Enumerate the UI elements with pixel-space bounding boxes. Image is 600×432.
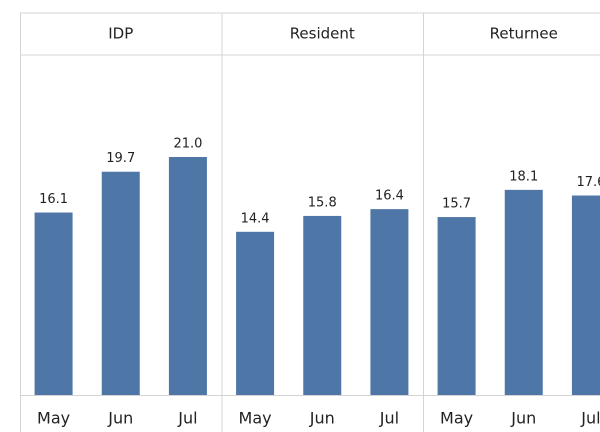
data-label: 15.8 [308,195,337,210]
bar [101,171,140,395]
data-label: 15.7 [442,197,471,212]
bar [370,209,409,395]
bar [34,212,73,395]
x-tick-label: Jul [379,409,399,428]
x-tick-label: Jun [309,409,335,428]
data-label: 17.6 [576,175,600,190]
x-tick-label: May [440,409,473,428]
x-tick-label: Jul [580,409,600,428]
data-label: 14.4 [241,211,270,226]
x-tick-label: Jul [177,409,197,428]
x-tick-label: Jun [107,409,133,428]
panel-header: Resident [290,25,355,43]
data-label: 18.1 [509,169,538,184]
bar [168,157,207,395]
bar [236,231,275,395]
panel-header: IDP [108,25,133,43]
bar [504,189,543,395]
x-tick-label: Jun [510,409,536,428]
bar [437,217,476,395]
panel-header: Returnee [490,25,558,43]
x-tick-label: May [239,409,272,428]
data-label: 16.4 [375,189,404,204]
bar [571,195,600,395]
data-label: 16.1 [39,192,68,207]
x-tick-label: May [37,409,70,428]
data-label: 19.7 [106,151,135,166]
data-label: 21.0 [173,137,202,152]
bar [303,215,342,395]
